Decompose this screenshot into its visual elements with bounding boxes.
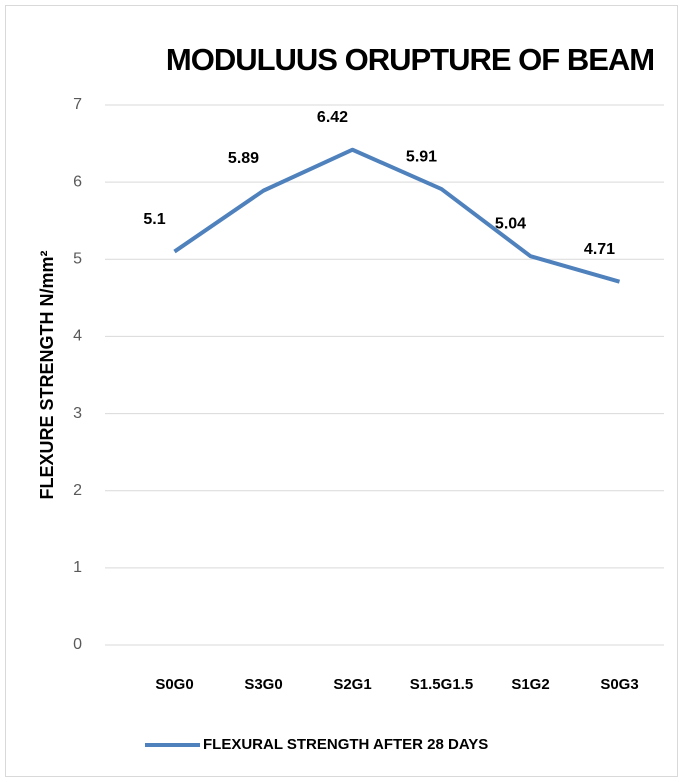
y-tick-label: 4 — [73, 328, 82, 345]
y-tick-label: 1 — [73, 559, 82, 576]
x-tick-label: S1.5G1.5 — [410, 676, 473, 693]
y-tick-label: 6 — [73, 173, 82, 190]
y-axis-label: FLEXURE STRENGTH N/mm² — [37, 250, 57, 499]
x-tick-label: S0G3 — [600, 676, 638, 693]
chart-border — [5, 5, 678, 777]
y-tick-label: 2 — [73, 482, 82, 499]
data-line — [173, 147, 621, 284]
x-tick-label: S3G0 — [244, 676, 282, 693]
data-label: 5.04 — [495, 215, 526, 232]
y-tick-label: 0 — [73, 636, 82, 653]
y-tick-label: 7 — [73, 96, 82, 113]
x-tick-label: S1G2 — [511, 676, 549, 693]
y-tick-label: 3 — [73, 405, 82, 422]
data-label: 4.71 — [584, 241, 615, 258]
x-tick-label: S0G0 — [155, 676, 193, 693]
y-tick-label: 5 — [73, 251, 82, 268]
data-label: 5.89 — [228, 150, 259, 167]
data-label: 5.1 — [143, 211, 165, 228]
legend-label: FLEXURAL STRENGTH AFTER 28 DAYS — [203, 736, 488, 753]
chart-title: MODULUUS ORUPTURE OF BEAM — [166, 42, 654, 77]
x-tick-label: S2G1 — [333, 676, 371, 693]
data-label: 5.91 — [406, 148, 437, 165]
data-label: 6.42 — [317, 109, 348, 126]
